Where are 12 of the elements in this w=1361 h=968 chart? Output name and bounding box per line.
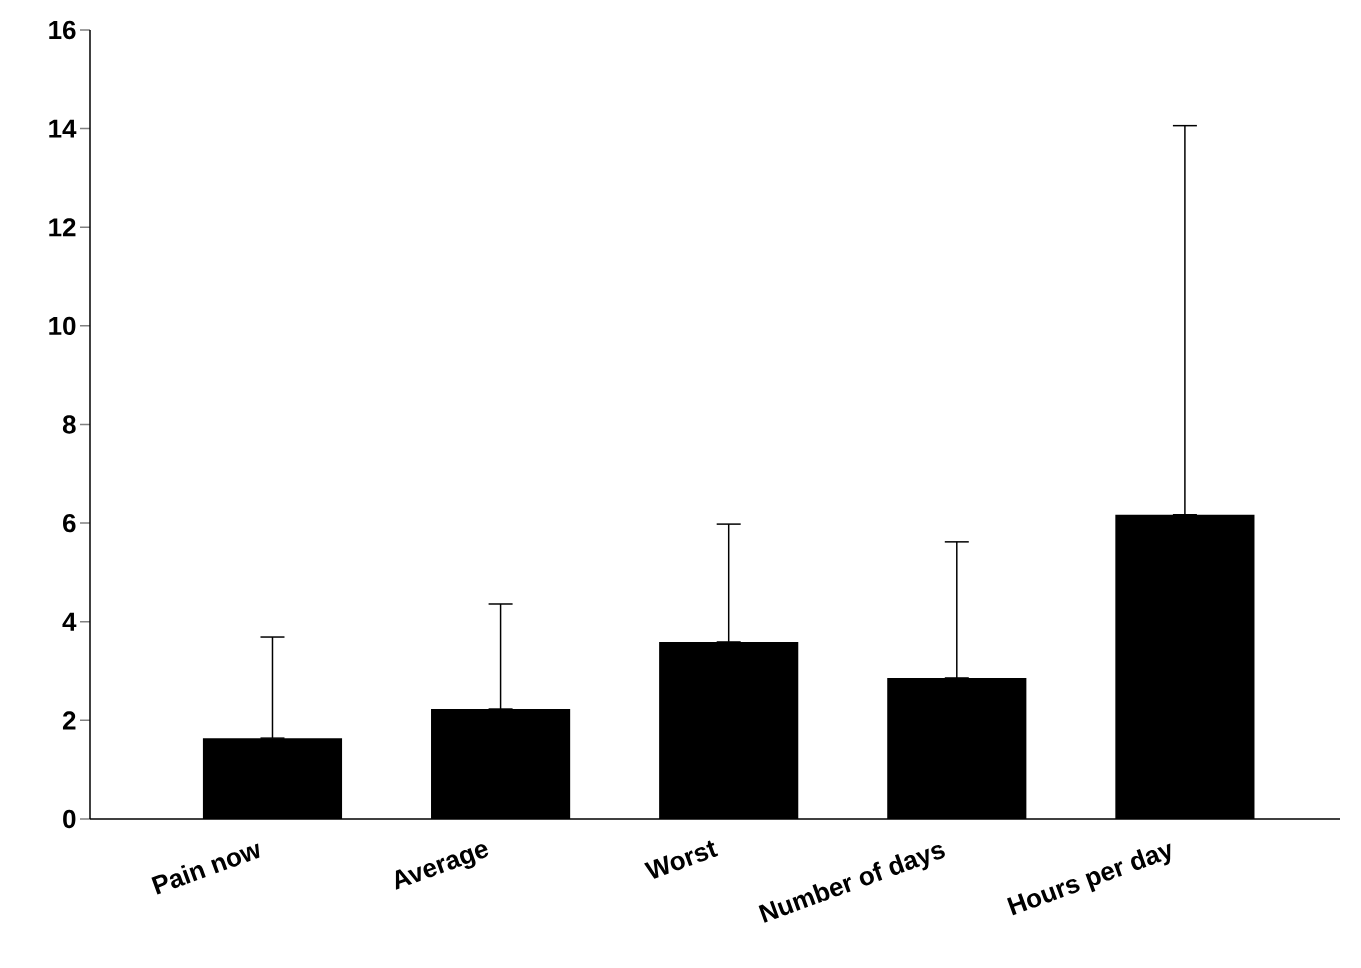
x-tick-label: Worst — [644, 840, 719, 879]
y-tick-label: 14 — [49, 119, 77, 138]
y-tick-label: 10 — [49, 316, 76, 336]
y-tick-label: 12 — [49, 218, 76, 237]
y-tick-label: 0 — [63, 809, 76, 829]
y-tick-label: 6 — [63, 513, 76, 533]
x-tick-label: Pain now — [151, 843, 260, 895]
y-tick-label: 16 — [49, 20, 76, 40]
y-tick-label: 4 — [62, 612, 77, 631]
x-tick-label: Hours per day — [1006, 843, 1171, 916]
y-tick-label: 2 — [62, 711, 76, 730]
y-tick-label: 8 — [62, 415, 76, 434]
